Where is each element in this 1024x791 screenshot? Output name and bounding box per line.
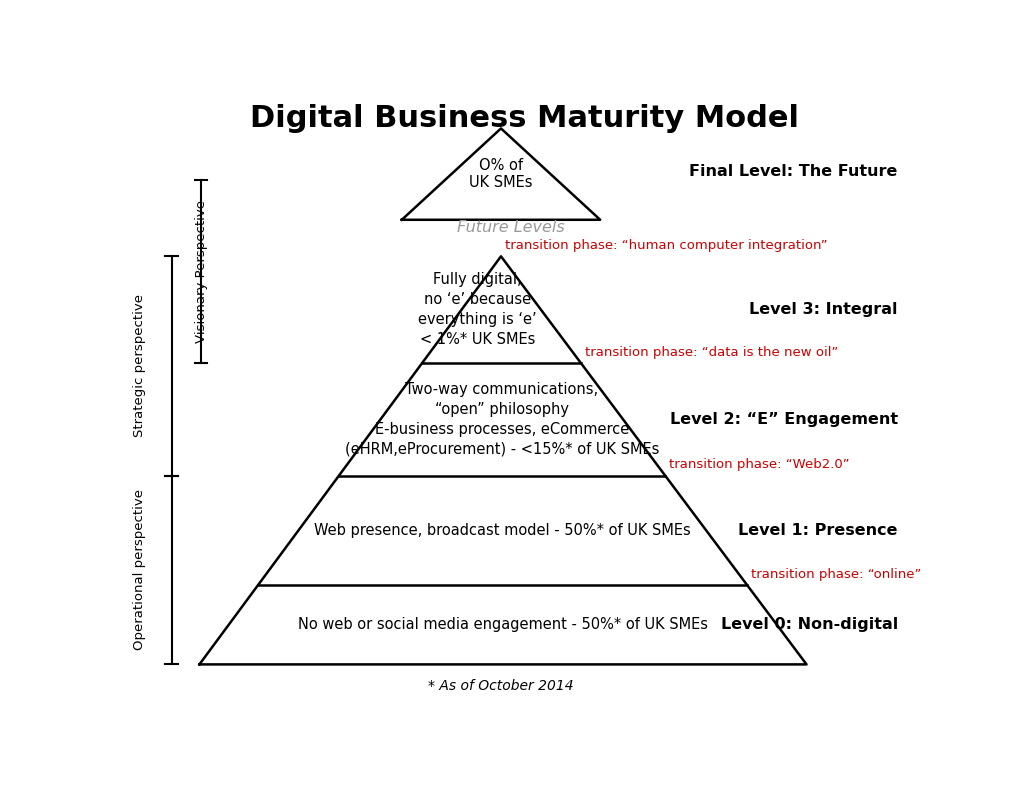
Text: Visionary Perspective: Visionary Perspective	[195, 200, 208, 343]
Text: Level 0: Non-digital: Level 0: Non-digital	[721, 617, 898, 632]
Text: Operational perspective: Operational perspective	[133, 490, 146, 650]
Text: Strategic perspective: Strategic perspective	[133, 294, 146, 437]
Polygon shape	[200, 256, 807, 664]
Text: Web presence, broadcast model - 50%* of UK SMEs: Web presence, broadcast model - 50%* of …	[314, 523, 691, 538]
Text: transition phase: “online”: transition phase: “online”	[752, 568, 922, 581]
Text: Level 3: Integral: Level 3: Integral	[750, 302, 898, 317]
Text: Digital Business Maturity Model: Digital Business Maturity Model	[250, 104, 800, 133]
Text: O% of
UK SMEs: O% of UK SMEs	[469, 158, 532, 191]
Text: Level 2: “E” Engagement: Level 2: “E” Engagement	[670, 412, 898, 427]
Text: Fully digital,
no ‘e’ because
everything is ‘e’
< 1%* UK SMEs: Fully digital, no ‘e’ because everything…	[418, 272, 537, 346]
Text: * As of October 2014: * As of October 2014	[428, 679, 573, 693]
Text: transition phase: “Web2.0”: transition phase: “Web2.0”	[669, 458, 850, 471]
Polygon shape	[401, 128, 600, 220]
Text: transition phase: “human computer integration”: transition phase: “human computer integr…	[505, 239, 827, 252]
Text: transition phase: “data is the new oil”: transition phase: “data is the new oil”	[585, 346, 838, 358]
Text: No web or social media engagement - 50%* of UK SMEs: No web or social media engagement - 50%*…	[298, 617, 708, 632]
Text: Final Level: The Future: Final Level: The Future	[689, 164, 898, 179]
Text: Level 1: Presence: Level 1: Presence	[738, 523, 898, 538]
Text: Future Levels: Future Levels	[458, 220, 565, 235]
Text: Two-way communications,
“open” philosophy
E-business processes, eCommerce
(eHRM,: Two-way communications, “open” philosoph…	[345, 382, 659, 456]
